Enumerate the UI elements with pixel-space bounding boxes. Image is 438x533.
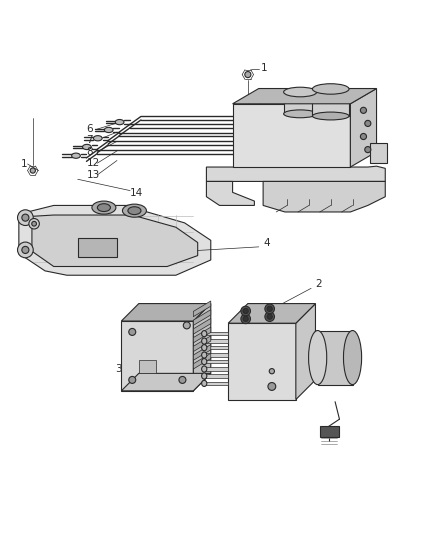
Circle shape	[183, 322, 190, 329]
Polygon shape	[283, 92, 316, 114]
Ellipse shape	[201, 338, 206, 344]
Polygon shape	[295, 304, 315, 400]
Circle shape	[364, 147, 370, 152]
Ellipse shape	[104, 127, 113, 133]
Polygon shape	[204, 346, 228, 350]
Ellipse shape	[201, 359, 206, 365]
Circle shape	[268, 369, 274, 374]
Ellipse shape	[122, 204, 146, 217]
Polygon shape	[232, 104, 350, 167]
Polygon shape	[369, 143, 387, 163]
Circle shape	[360, 107, 366, 114]
Polygon shape	[350, 88, 376, 167]
Text: 12: 12	[86, 158, 99, 168]
Ellipse shape	[71, 153, 80, 158]
Polygon shape	[19, 205, 210, 275]
Circle shape	[128, 376, 135, 383]
Circle shape	[30, 168, 35, 173]
Circle shape	[240, 306, 250, 316]
Circle shape	[128, 328, 135, 335]
Polygon shape	[121, 321, 193, 391]
Circle shape	[266, 306, 272, 311]
Circle shape	[264, 312, 274, 321]
Polygon shape	[78, 238, 117, 257]
Ellipse shape	[201, 330, 206, 337]
Polygon shape	[204, 367, 228, 371]
Polygon shape	[121, 304, 210, 321]
Text: 7: 7	[86, 135, 93, 145]
Circle shape	[22, 246, 29, 254]
Polygon shape	[204, 360, 228, 364]
Ellipse shape	[283, 110, 316, 118]
Ellipse shape	[92, 201, 116, 214]
Text: 2: 2	[315, 279, 321, 289]
Circle shape	[364, 120, 370, 126]
Circle shape	[22, 214, 29, 221]
Polygon shape	[206, 166, 385, 181]
Polygon shape	[193, 304, 210, 391]
Text: 4: 4	[262, 238, 269, 247]
Circle shape	[267, 383, 275, 390]
Text: 13: 13	[86, 170, 99, 180]
Polygon shape	[204, 340, 228, 343]
Polygon shape	[232, 88, 376, 104]
Circle shape	[266, 314, 272, 319]
Ellipse shape	[308, 330, 326, 385]
Polygon shape	[32, 215, 197, 266]
Polygon shape	[312, 89, 348, 116]
Ellipse shape	[312, 84, 348, 94]
Ellipse shape	[201, 352, 206, 358]
Circle shape	[18, 210, 33, 225]
Polygon shape	[204, 382, 228, 385]
Ellipse shape	[115, 119, 124, 125]
Polygon shape	[193, 327, 210, 343]
Circle shape	[243, 309, 248, 313]
Circle shape	[264, 304, 274, 313]
Polygon shape	[193, 318, 210, 334]
Circle shape	[18, 242, 33, 258]
Polygon shape	[193, 310, 210, 325]
Polygon shape	[317, 330, 352, 385]
Text: 1: 1	[21, 159, 28, 169]
Polygon shape	[204, 374, 228, 378]
Circle shape	[243, 316, 248, 321]
Polygon shape	[228, 304, 315, 323]
Ellipse shape	[127, 207, 141, 215]
Polygon shape	[262, 181, 385, 212]
Ellipse shape	[283, 87, 316, 97]
Ellipse shape	[201, 373, 206, 379]
Polygon shape	[193, 344, 210, 360]
Polygon shape	[193, 301, 210, 317]
Text: 8: 8	[86, 147, 93, 157]
Ellipse shape	[312, 112, 348, 120]
Polygon shape	[204, 332, 228, 335]
Polygon shape	[206, 181, 254, 205]
Circle shape	[240, 314, 250, 324]
Ellipse shape	[201, 344, 206, 351]
Text: 6: 6	[86, 124, 93, 134]
Circle shape	[29, 219, 39, 229]
Polygon shape	[193, 336, 210, 352]
Ellipse shape	[82, 144, 91, 150]
Polygon shape	[121, 374, 210, 391]
Polygon shape	[138, 360, 156, 374]
Ellipse shape	[201, 381, 206, 386]
Text: 1: 1	[260, 63, 267, 73]
Circle shape	[32, 221, 36, 226]
Ellipse shape	[93, 135, 102, 141]
Text: 3: 3	[115, 364, 121, 374]
Ellipse shape	[201, 366, 206, 372]
Polygon shape	[228, 323, 295, 400]
Ellipse shape	[97, 204, 110, 212]
Polygon shape	[204, 353, 228, 357]
Text: 14: 14	[130, 188, 143, 198]
Polygon shape	[319, 426, 338, 437]
Circle shape	[244, 71, 251, 78]
Ellipse shape	[343, 330, 361, 385]
Circle shape	[179, 376, 185, 383]
Circle shape	[360, 133, 366, 140]
Polygon shape	[193, 353, 210, 369]
